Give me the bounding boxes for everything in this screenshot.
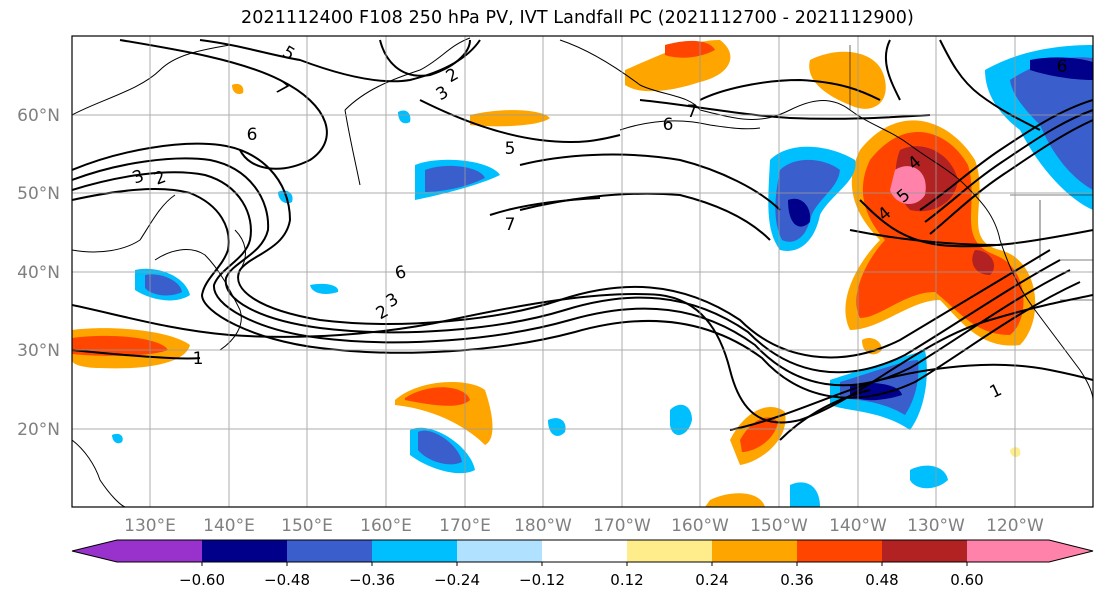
colorbar-tick-label: −0.24 bbox=[434, 571, 480, 589]
colorbar-tick-label: −0.12 bbox=[519, 571, 565, 589]
lat-label: 20°N bbox=[17, 420, 60, 440]
max-anomaly-core bbox=[890, 166, 926, 205]
pv-label: 5 bbox=[505, 139, 516, 159]
pv-label: 6 bbox=[247, 125, 258, 145]
coastlines bbox=[72, 37, 1093, 507]
lon-label: 160°W bbox=[671, 516, 729, 536]
colorbar-segment bbox=[882, 540, 967, 562]
colorbar-segment bbox=[712, 540, 797, 562]
colorbar-tick-label: 0.36 bbox=[780, 571, 813, 589]
lon-label: 120°W bbox=[986, 516, 1044, 536]
colorbar-segment bbox=[372, 540, 457, 562]
colorbar-tick-label: 0.12 bbox=[610, 571, 643, 589]
lon-label: 170°W bbox=[593, 516, 651, 536]
lon-label: 150°W bbox=[750, 516, 808, 536]
lon-label: 170°E bbox=[439, 516, 491, 536]
map-title: 2021112400 F108 250 hPa PV, IVT Landfall… bbox=[241, 8, 914, 28]
colorbar-tick-label: 0.60 bbox=[950, 571, 983, 589]
pv-label: 6 bbox=[663, 115, 674, 135]
map-frame bbox=[71, 35, 1094, 508]
colorbar: −0.60 −0.48 −0.36 −0.24 −0.12 0.12 0.24 … bbox=[71, 539, 1094, 589]
pv-label: 1 bbox=[987, 380, 1005, 403]
colorbar-tick-label: −0.48 bbox=[264, 571, 310, 589]
colorbar-tick-label: −0.60 bbox=[179, 571, 225, 589]
pv-label: 6 bbox=[1057, 57, 1068, 77]
pv-label: 2 bbox=[152, 167, 169, 189]
lon-label: 130°E bbox=[124, 516, 176, 536]
colorbar-extend-low bbox=[72, 540, 117, 562]
lon-label: 150°E bbox=[281, 516, 333, 536]
colorbar-tick-label: 0.24 bbox=[695, 571, 728, 589]
pv-label: 7 bbox=[271, 78, 292, 100]
lat-label: 30°N bbox=[17, 341, 60, 361]
lon-label: 140°W bbox=[829, 516, 887, 536]
pv-label: 5 bbox=[279, 42, 298, 65]
colorbar-extend-high bbox=[1049, 540, 1093, 562]
colorbar-segment bbox=[117, 540, 202, 562]
colorbar-segment bbox=[287, 540, 372, 562]
lat-label: 50°N bbox=[17, 184, 60, 204]
lon-labels: 130°E 140°E 150°E 160°E 170°E 180°W 170°… bbox=[124, 516, 1044, 536]
pv-label: 6 bbox=[393, 262, 409, 284]
lat-labels: 60°N 50°N 40°N 30°N 20°N bbox=[17, 106, 60, 440]
colorbar-segment bbox=[967, 540, 1049, 562]
colorbar-tick-label: 0.48 bbox=[865, 571, 898, 589]
lat-label: 40°N bbox=[17, 263, 60, 283]
pv-label: 2 bbox=[443, 64, 462, 87]
lon-label: 140°E bbox=[203, 516, 255, 536]
pv-label: 1 bbox=[193, 349, 204, 369]
ivt-shading bbox=[72, 40, 1093, 507]
colorbar-tick-label: −0.36 bbox=[349, 571, 395, 589]
lat-label: 60°N bbox=[17, 106, 60, 126]
pv-label: 7 bbox=[505, 215, 516, 235]
pv-label: 3 bbox=[433, 82, 452, 105]
lon-label: 180°W bbox=[514, 516, 572, 536]
pv-label: 7 bbox=[687, 102, 698, 122]
gridlines bbox=[72, 36, 1093, 507]
pv-label: 3 bbox=[130, 166, 147, 188]
lon-label: 130°W bbox=[907, 516, 965, 536]
colorbar-segment bbox=[627, 540, 712, 562]
lon-label: 160°E bbox=[360, 516, 412, 536]
colorbar-segment bbox=[542, 540, 627, 562]
colorbar-segment bbox=[202, 540, 287, 562]
pv-contours bbox=[72, 39, 1093, 441]
colorbar-segment bbox=[457, 540, 542, 562]
colorbar-segment bbox=[797, 540, 882, 562]
borders bbox=[849, 45, 1093, 301]
